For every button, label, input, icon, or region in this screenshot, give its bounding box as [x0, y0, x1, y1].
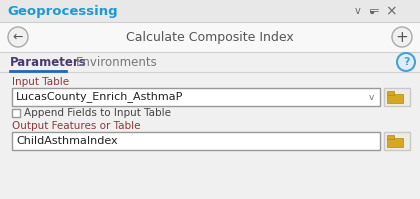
Text: ChildAsthmaIndex: ChildAsthmaIndex [16, 136, 118, 146]
FancyBboxPatch shape [387, 138, 403, 147]
Text: Input Table: Input Table [12, 77, 69, 87]
Text: Geoprocessing: Geoprocessing [7, 5, 118, 18]
FancyBboxPatch shape [387, 94, 403, 103]
Circle shape [397, 53, 415, 71]
Text: Calculate Composite Index: Calculate Composite Index [126, 30, 294, 44]
FancyBboxPatch shape [12, 132, 380, 150]
FancyBboxPatch shape [384, 132, 410, 150]
Text: Parameters: Parameters [10, 56, 87, 68]
FancyBboxPatch shape [0, 72, 420, 199]
FancyBboxPatch shape [0, 52, 420, 72]
Text: ←: ← [13, 30, 23, 44]
Text: +: + [396, 29, 408, 45]
Text: Output Features or Table: Output Features or Table [12, 121, 141, 131]
FancyBboxPatch shape [387, 135, 394, 139]
Text: Environments: Environments [76, 56, 158, 68]
FancyBboxPatch shape [384, 88, 410, 106]
Text: ?: ? [403, 57, 409, 67]
FancyBboxPatch shape [12, 88, 380, 106]
Circle shape [392, 27, 412, 47]
FancyBboxPatch shape [0, 0, 420, 22]
Circle shape [8, 27, 28, 47]
Text: v: v [355, 6, 361, 16]
FancyBboxPatch shape [0, 22, 420, 52]
Text: Append Fields to Input Table: Append Fields to Input Table [24, 108, 171, 118]
Text: ¶: ¶ [369, 8, 379, 15]
FancyBboxPatch shape [12, 109, 20, 117]
Text: LucasCounty_Enrich_AsthmaP: LucasCounty_Enrich_AsthmaP [16, 92, 184, 102]
Text: ×: × [385, 4, 397, 18]
FancyBboxPatch shape [387, 91, 394, 95]
Text: v: v [368, 93, 374, 101]
